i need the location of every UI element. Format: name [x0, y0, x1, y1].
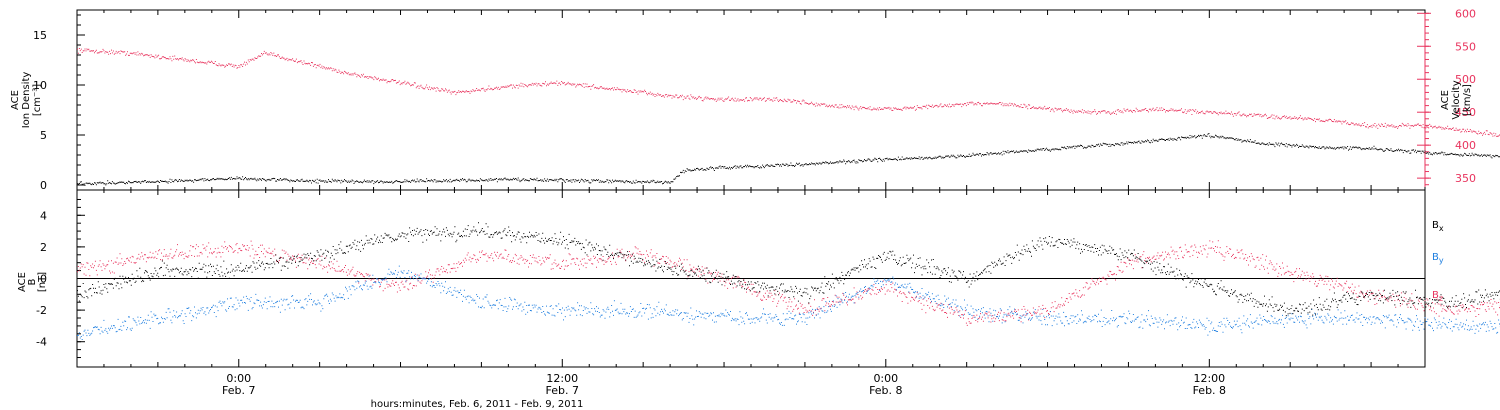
- density-axis-title: Ion Density: [21, 72, 32, 129]
- velocity-axis-title: [km/s]: [1462, 84, 1473, 116]
- density-tick-label: 10: [33, 79, 47, 92]
- density-series-points: [77, 133, 1500, 186]
- top-panel-frame: [76, 9, 1426, 191]
- bx-series: [77, 222, 1500, 317]
- velocity-tick-label: 500: [1455, 73, 1476, 86]
- x-tick-time-label: 12:00: [546, 372, 578, 385]
- by-series-points: [77, 265, 1500, 340]
- x-tick-date-label: Feb. 8: [869, 384, 902, 397]
- by-series: [77, 265, 1500, 340]
- x-axis-title: hours:minutes, Feb. 6, 2011 - Feb. 9, 20…: [371, 399, 584, 410]
- velocity-axis-title: Velocity: [1451, 80, 1462, 119]
- legend-bz: Bz: [1432, 290, 1443, 303]
- legend-base: B: [1432, 220, 1439, 231]
- velocity-series: [77, 48, 1500, 137]
- b-axis-title: [nT]: [37, 272, 48, 292]
- legend-sub: z: [1439, 294, 1443, 303]
- velocity-tick-label: 450: [1455, 106, 1476, 119]
- legend-sub: y: [1439, 256, 1444, 265]
- x-tick-date-label: Feb. 7: [546, 384, 579, 397]
- density-axis-title: [cm⁻³]: [32, 84, 43, 116]
- legend-base: B: [1432, 290, 1439, 301]
- velocity-series-points: [77, 48, 1500, 137]
- bx-series-points: [77, 222, 1500, 317]
- velocity-tick-label: 550: [1455, 40, 1476, 53]
- b-tick-label: 0: [40, 273, 47, 286]
- legend-sub: x: [1439, 224, 1444, 233]
- velocity-tick-label: 400: [1455, 139, 1476, 152]
- velocity-tick-label: 600: [1455, 7, 1476, 20]
- velocity-tick-label: 350: [1455, 172, 1476, 185]
- bz-series: [77, 240, 1500, 326]
- velocity-axis-title: ACE: [1440, 90, 1451, 110]
- bz-series-points: [77, 240, 1500, 326]
- density-tick-label: 5: [40, 129, 47, 142]
- density-tick-label: 0: [40, 179, 47, 192]
- density-series: [77, 133, 1500, 186]
- density-axis-title: ACE: [10, 90, 21, 110]
- x-tick-time-label: 12:00: [1193, 372, 1225, 385]
- legend-base: B: [1432, 252, 1439, 263]
- x-tick-date-label: Feb. 8: [1193, 384, 1226, 397]
- b-axis-title: B: [27, 278, 38, 285]
- legend-bx: Bx: [1432, 220, 1444, 233]
- b-tick-label: -4: [36, 336, 47, 349]
- legend-by: By: [1432, 252, 1444, 265]
- b-tick-label: 4: [40, 209, 47, 222]
- x-tick-time-label: 0:00: [226, 372, 251, 385]
- x-tick-time-label: 0:00: [873, 372, 898, 385]
- b-tick-label: -2: [36, 304, 47, 317]
- b-axis-title: ACE: [17, 272, 28, 292]
- density-tick-label: 15: [33, 29, 47, 42]
- b-tick-label: 2: [40, 241, 47, 254]
- x-tick-date-label: Feb. 7: [222, 384, 255, 397]
